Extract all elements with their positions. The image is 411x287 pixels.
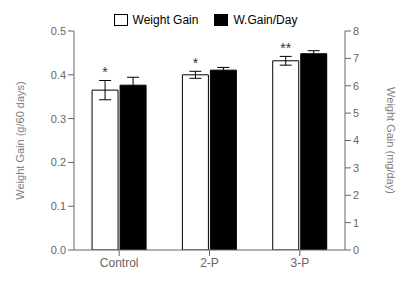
svg-text:0.2: 0.2 <box>51 156 66 168</box>
svg-text:3: 3 <box>353 162 359 174</box>
svg-text:5: 5 <box>353 107 359 119</box>
svg-text:0.0: 0.0 <box>51 244 66 256</box>
html-text:Weight Gain: Weight Gain <box>132 13 199 27</box>
svg-text:**: ** <box>280 40 291 56</box>
html-text:W.Gain/Day: W.Gain/Day <box>233 13 298 27</box>
svg-text:6: 6 <box>353 80 359 92</box>
svg-text:1: 1 <box>353 217 359 229</box>
svg-text:2: 2 <box>353 189 359 201</box>
svg-text:3-P: 3-P <box>290 256 309 270</box>
svg-text:7: 7 <box>353 52 359 64</box>
svg-text:Weight Gain (mg/day): Weight Gain (mg/day) <box>385 87 397 194</box>
svg-text:0.1: 0.1 <box>51 200 66 212</box>
svg-text:0.5: 0.5 <box>51 25 66 37</box>
svg-text:*: * <box>193 55 199 71</box>
svg-text:2-P: 2-P <box>200 256 219 270</box>
svg-text:4: 4 <box>353 134 359 146</box>
svg-text:*: * <box>102 64 108 80</box>
svg-text:Weight Gain (g/60 days): Weight Gain (g/60 days) <box>14 81 26 199</box>
svg-text:8: 8 <box>353 25 359 37</box>
svg-text:0: 0 <box>353 244 359 256</box>
svg-text:Control: Control <box>100 256 139 270</box>
svg-text:0.3: 0.3 <box>51 113 66 125</box>
svg-text:0.4: 0.4 <box>51 69 66 81</box>
